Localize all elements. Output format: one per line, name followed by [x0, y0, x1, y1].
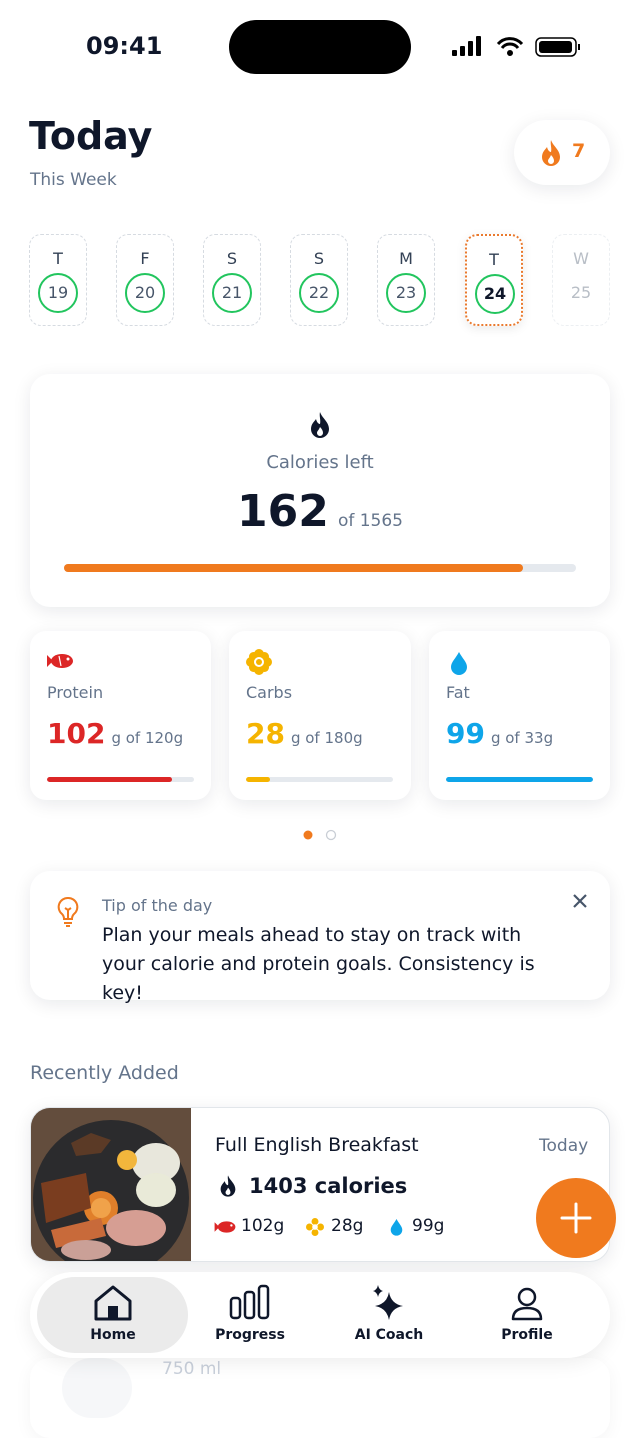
tab-progress[interactable]: Progress — [215, 1327, 285, 1343]
screen: 09:41 Today This Week 7 T 19 F 20 S 21 S 22 M 23 T… — [29, 20, 622, 1379]
recent-heading: Recently Added — [30, 1062, 179, 1084]
protein-progress-fill — [47, 777, 172, 782]
day-card[interactable]: T 24 — [465, 234, 523, 326]
carbs-value-row: 28 g of 180g — [246, 717, 363, 750]
protein-value: 102 — [47, 717, 106, 750]
calories-figure: 162 of 1565 — [30, 486, 610, 537]
carbs-card: Carbs 28 g of 180g — [229, 631, 411, 800]
day-date: 19 — [38, 273, 78, 313]
streak-button[interactable]: 7 — [514, 120, 610, 185]
recent-fat-icon — [390, 1219, 403, 1236]
protein-card: Protein 102 g of 120g — [30, 631, 211, 800]
protein-unit: g of 120g — [111, 729, 184, 747]
fat-value-row: 99 g of 33g — [446, 717, 553, 750]
day-letter: W — [573, 249, 589, 268]
tip-icon — [57, 896, 79, 927]
carbs-icon — [246, 649, 272, 675]
status-time: 09:41 — [86, 32, 163, 60]
fat-progress-track — [446, 777, 593, 782]
fat-value: 99 — [446, 717, 485, 750]
recent-item-calories: 1403 calories — [249, 1174, 408, 1198]
tip-close-button[interactable] — [572, 893, 588, 909]
day-card[interactable]: M 23 — [377, 234, 435, 326]
tab-home[interactable]: Home — [90, 1327, 136, 1343]
day-letter: T — [53, 249, 63, 268]
page: Today { "status": {"time": "09:41"}, "he… — [29, 20, 622, 1379]
pager-dots[interactable] — [300, 827, 340, 843]
calories-left: 162 — [236, 486, 329, 537]
tab-ai-coach[interactable]: AI Coach — [354, 1327, 424, 1343]
page-subtitle: This Week — [30, 170, 117, 190]
tip-label: Tip of the day — [102, 896, 213, 915]
dynamic-island — [229, 20, 411, 74]
recent-calories-icon — [220, 1175, 236, 1197]
day-letter: S — [226, 249, 238, 268]
carbs-label: Carbs — [246, 683, 293, 702]
protein-label: Protein — [47, 683, 104, 702]
page-title: Today — [29, 114, 153, 158]
tab-icons — [94, 1284, 543, 1321]
fat-progress-fill — [446, 777, 593, 782]
recent-item-protein: 102g — [241, 1216, 285, 1236]
day-card[interactable]: S 21 — [203, 234, 261, 326]
recent-item-fat: 99g — [412, 1216, 445, 1236]
day-letter: T — [489, 250, 499, 269]
calories-card: Calories left 162 of 1565 — [30, 374, 610, 607]
day-date: 23 — [386, 273, 426, 313]
day-letter: F — [140, 249, 150, 268]
calories-total: of 1565 — [337, 511, 403, 531]
streak-count: 7 — [572, 140, 586, 162]
day-letter: M — [399, 249, 413, 268]
food-image — [31, 1108, 191, 1261]
recent-carbs-icon — [306, 1218, 324, 1236]
recent-item-name: Full English Breakfast — [215, 1134, 419, 1156]
recent-item-card[interactable]: 750 ml — [30, 1358, 610, 1438]
carbs-progress-track — [246, 777, 393, 782]
calories-label: Calories left — [266, 452, 374, 473]
day-date: 20 — [125, 273, 165, 313]
recent-item-card[interactable]: Full English Breakfast Today 1403 calori… — [30, 1107, 610, 1262]
protein-value-row: 102 g of 120g — [47, 717, 183, 750]
fat-label: Fat — [446, 683, 470, 702]
calories-progress-track — [64, 564, 576, 572]
day-card[interactable]: T 19 — [29, 234, 87, 326]
calories-icon — [311, 412, 329, 438]
calories-progress-fill — [64, 564, 523, 572]
day-date: 24 — [475, 274, 515, 314]
day-letter: S — [313, 249, 325, 268]
protein-progress-track — [47, 777, 194, 782]
protein-icon — [47, 654, 73, 668]
day-date: 22 — [299, 273, 339, 313]
add-button[interactable] — [532, 1174, 622, 1264]
day-card[interactable]: S 22 — [290, 234, 348, 326]
tip-text: Plan your meals ahead to stay on track w… — [102, 924, 535, 1004]
day-card[interactable]: F 20 — [116, 234, 174, 326]
streak-icon — [542, 140, 560, 166]
day-date: 25 — [570, 283, 592, 302]
tab-profile[interactable]: Profile — [501, 1327, 553, 1343]
water-icon-bg — [62, 1358, 132, 1418]
fat-card: Fat 99 g of 33g — [429, 631, 610, 800]
recent-item-time: Today — [539, 1136, 589, 1156]
carbs-unit: g of 180g — [290, 729, 363, 747]
recent-protein-icon — [214, 1221, 236, 1233]
day-date: 21 — [212, 273, 252, 313]
fat-icon — [451, 652, 467, 675]
status-icons — [452, 36, 580, 57]
carbs-value: 28 — [246, 717, 285, 750]
recent-item-carbs: 28g — [331, 1216, 364, 1236]
recent-item-amount: 750 ml — [162, 1359, 222, 1379]
day-card[interactable]: W 25 — [552, 234, 610, 326]
fat-unit: g of 33g — [490, 729, 554, 747]
carbs-progress-fill — [246, 777, 270, 782]
tip-card: Tip of the day Plan your meals ahead to … — [30, 871, 610, 1004]
